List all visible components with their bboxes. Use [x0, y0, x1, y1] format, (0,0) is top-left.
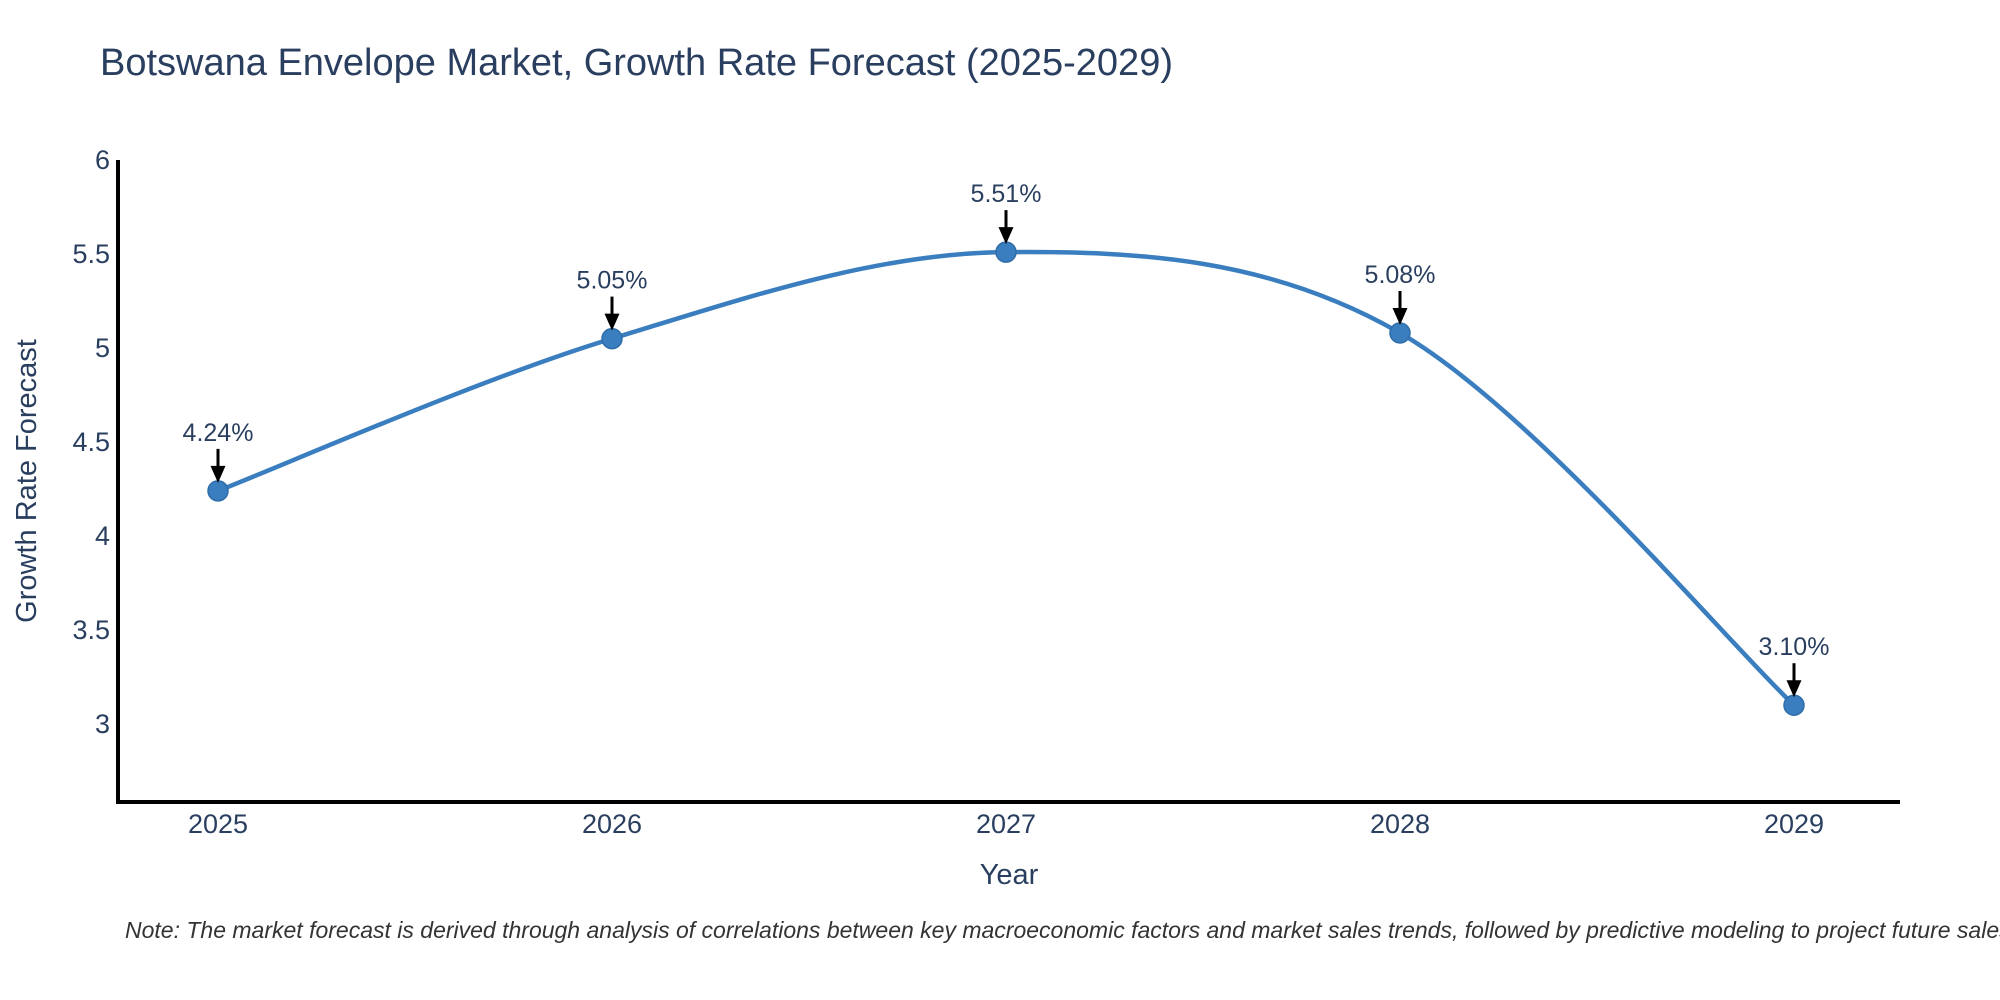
x-tick-label-2026: 2026 — [582, 809, 642, 839]
annotation-label-2026: 5.05% — [577, 267, 648, 295]
annotation-arrow-head — [604, 313, 620, 331]
y-tick-label-5.5: 5.5 — [72, 239, 110, 269]
y-tick-label-6: 6 — [95, 145, 110, 175]
annotation-2026: 5.05% — [577, 267, 648, 331]
axis-lines — [116, 160, 1900, 804]
x-tick-label-2029: 2029 — [1764, 809, 1824, 839]
annotation-label-2027: 5.51% — [971, 180, 1042, 208]
annotation-label-2028: 5.08% — [1365, 261, 1436, 289]
y-tick-label-4.5: 4.5 — [72, 427, 110, 457]
annotation-label-2029: 3.10% — [1759, 633, 1830, 661]
annotation-arrow-head — [1786, 680, 1802, 698]
annotation-arrow-head — [210, 465, 226, 483]
data-point-2025[interactable] — [207, 480, 229, 502]
x-axis-title: Year — [980, 859, 1039, 891]
data-point-2029[interactable] — [1783, 694, 1805, 716]
y-tick-label-3: 3 — [95, 709, 110, 739]
axes-layer — [116, 160, 1900, 804]
tick-layer: 6 5.5 5 4.5 4 3.5 3 2025 2026 2027 2028 2029 — [72, 145, 1824, 839]
data-point-2028[interactable] — [1389, 322, 1411, 344]
annotation-2025: 4.24% — [183, 419, 254, 483]
annotation-label-2025: 4.24% — [183, 419, 254, 447]
x-tick-label-2025: 2025 — [188, 809, 248, 839]
chart-title: Botswana Envelope Market, Growth Rate Fo… — [100, 42, 1173, 84]
x-tick-label-2028: 2028 — [1370, 809, 1430, 839]
axis-title-layer: Year Growth Rate Forecast — [11, 339, 1039, 891]
y-tick-label-4: 4 — [95, 521, 110, 551]
forecast-line — [215, 249, 1797, 708]
annotation-arrow-head — [1392, 307, 1408, 325]
data-point-2027[interactable] — [995, 241, 1017, 263]
annotation-2028: 5.08% — [1365, 261, 1436, 325]
annotation-arrow-head — [998, 227, 1014, 245]
series-layer — [207, 241, 1805, 716]
x-tick-label-2027: 2027 — [976, 809, 1036, 839]
annotation-layer: 4.24% 5.05% 5.51% 5.08% 3.10% — [183, 180, 1830, 698]
y-tick-label-5: 5 — [95, 333, 110, 363]
data-point-2026[interactable] — [601, 327, 623, 350]
annotation-2029: 3.10% — [1759, 633, 1830, 698]
chart-footnote: Note: The market forecast is derived thr… — [125, 917, 2000, 943]
annotation-2027: 5.51% — [971, 180, 1042, 245]
y-tick-label-3.5: 3.5 — [72, 615, 110, 645]
y-axis-title: Growth Rate Forecast — [11, 339, 43, 623]
